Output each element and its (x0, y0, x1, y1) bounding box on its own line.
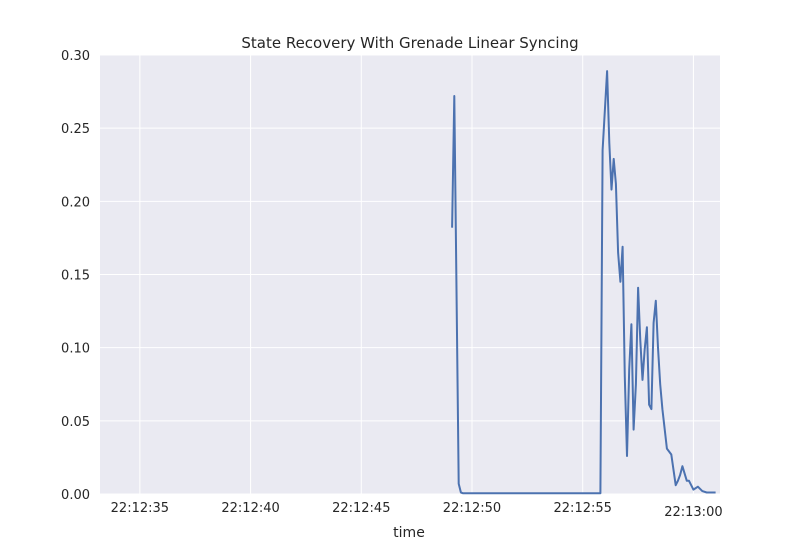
chart-title: State Recovery With Grenade Linear Synci… (241, 34, 578, 52)
y-tick-label: 0.05 (61, 415, 90, 430)
tick-labels: 0.00 0.05 0.10 0.15 0.20 0.25 0.30 22:12:35 22:1… (61, 49, 723, 520)
y-tick-label: 0.00 (61, 488, 90, 503)
x-axis-label: time (393, 525, 425, 541)
y-tick-label: 0.10 (61, 342, 90, 357)
y-tick-label: 0.25 (61, 122, 90, 137)
x-tick-label: 22:12:50 (443, 501, 501, 516)
y-tick-label: 0.15 (61, 269, 90, 284)
x-tick-label: 22:13:00 (664, 505, 722, 520)
series-line (451, 70, 716, 495)
x-tick-label: 22:12:55 (554, 501, 612, 516)
grid-lines (100, 54, 720, 495)
y-tick-label: 0.30 (61, 49, 90, 64)
y-tick-label: 0.20 (61, 195, 90, 210)
series-layer (451, 70, 716, 495)
x-tick-label: 22:12:45 (332, 501, 390, 516)
x-tick-label: 22:12:40 (221, 501, 279, 516)
x-tick-label: 22:12:35 (111, 501, 169, 516)
